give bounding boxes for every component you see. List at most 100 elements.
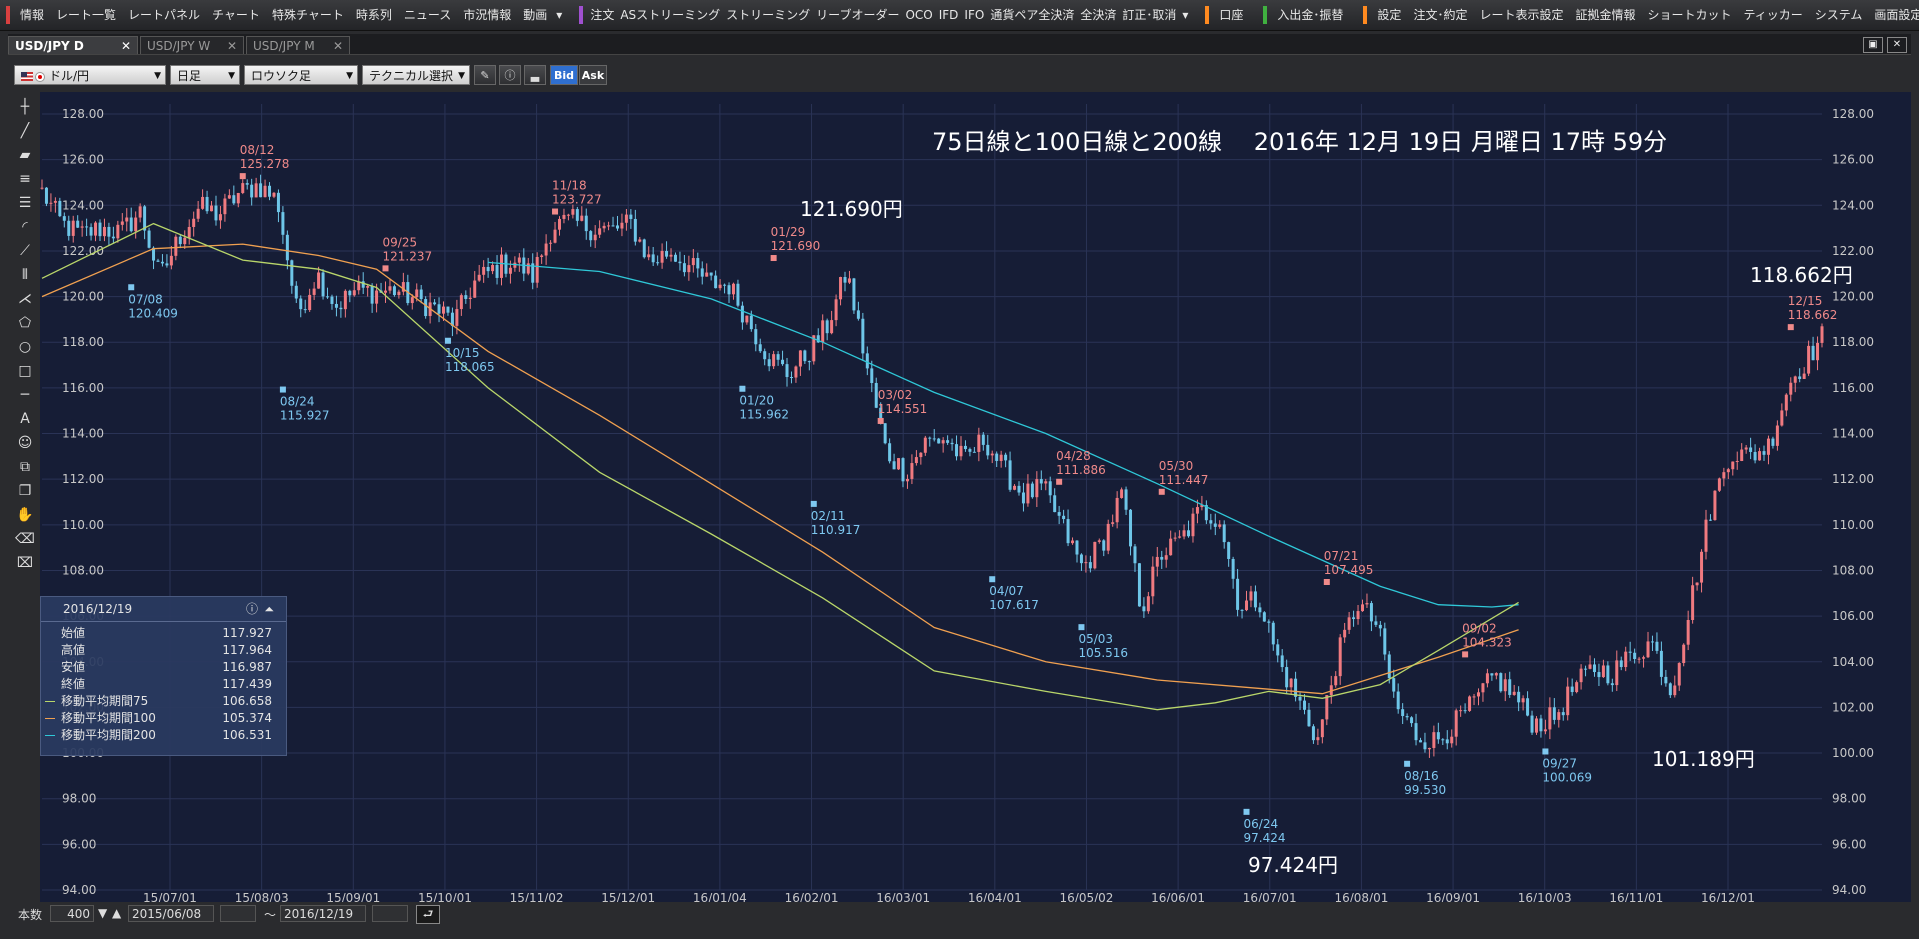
menu-item[interactable]: 注文	[590, 8, 615, 22]
return-icon[interactable]: ⮐	[416, 905, 440, 924]
duplicate-icon[interactable]: ❐	[18, 483, 32, 499]
copy-icon[interactable]: ⧉	[20, 459, 30, 475]
candle-body	[49, 202, 53, 204]
volume-chart-icon[interactable]: ▃	[524, 65, 546, 85]
menu-item[interactable]: ASストリーミング	[620, 8, 721, 22]
tab-usdjpy-weekly[interactable]: USD/JPY W ✕	[140, 36, 244, 54]
crosshair-icon[interactable]: ┼	[20, 99, 30, 115]
menu-item[interactable]: 証拠金情報	[1575, 8, 1636, 22]
pitchfork-icon[interactable]: ⋌	[18, 291, 32, 307]
menu-item[interactable]: 特殊チャート	[271, 8, 344, 22]
pentagon-icon[interactable]: ⬠	[18, 315, 32, 331]
candle-body	[901, 458, 905, 482]
decrement-icon[interactable]: ▼	[98, 906, 108, 920]
gann-fan-icon[interactable]: ⟋	[20, 243, 30, 259]
horizontal-line-icon[interactable]: ─	[20, 387, 30, 403]
close-icon[interactable]: ✕	[226, 39, 237, 53]
candle-body	[98, 222, 102, 237]
menu-item[interactable]: 訂正･取消	[1122, 8, 1177, 22]
maximize-icon[interactable]: ▣	[1863, 37, 1883, 53]
info-icon[interactable]: ⓘ	[499, 65, 521, 85]
menu-item[interactable]: 口座	[1219, 8, 1244, 22]
menu-item[interactable]: 注文･約定	[1413, 8, 1468, 22]
collapse-icon[interactable]: ⏶	[264, 602, 274, 616]
menu-item[interactable]: 時系列	[355, 8, 392, 22]
technical-select[interactable]: テクニカル選択 ▼	[362, 65, 470, 85]
candle-body	[1771, 438, 1775, 446]
menu-item[interactable]: 通貨ペア全決済	[990, 8, 1075, 22]
pen-icon[interactable]: ✎	[474, 65, 496, 85]
menu-item[interactable]: レートパネル	[128, 8, 201, 22]
candle-body	[1209, 520, 1213, 524]
info-icon[interactable]: ⓘ	[245, 602, 258, 616]
menu-item[interactable]: OCO	[905, 8, 933, 22]
candle-body	[236, 192, 240, 204]
high-label: 114.551	[878, 402, 928, 416]
chevron-down-icon[interactable]: ▾	[556, 8, 563, 22]
menu-item[interactable]: ショートカット	[1647, 8, 1732, 22]
close-icon[interactable]: ✕	[1887, 37, 1907, 53]
menu-item[interactable]: レート表示設定	[1479, 8, 1564, 22]
chevron-down-icon[interactable]: ▾	[1182, 8, 1189, 22]
from-time-field[interactable]	[220, 905, 256, 922]
from-date-field[interactable]: 2015/06/08	[128, 905, 214, 922]
candle-body	[794, 366, 798, 378]
menu-item[interactable]: リーブオーダー	[816, 8, 900, 22]
increment-icon[interactable]: ▲	[112, 906, 122, 920]
low-label: 107.617	[989, 598, 1039, 612]
ruler-icon[interactable]: ▰	[19, 147, 31, 163]
currency-pair-select[interactable]: ドル/円 ▼	[14, 65, 166, 85]
menu-item[interactable]: レート一覧	[56, 8, 117, 22]
menu-item[interactable]: 全決済	[1080, 8, 1117, 22]
bar-count-input[interactable]: 400	[50, 905, 94, 922]
hand-icon[interactable]: ✋	[16, 507, 34, 523]
menu-item[interactable]: IFD	[938, 8, 959, 22]
menu-item[interactable]: チャート	[212, 8, 260, 22]
menu-item[interactable]: IFO	[964, 8, 985, 22]
menu-item[interactable]: 設定	[1377, 8, 1402, 22]
chart-type-select[interactable]: ロウソク足 ▼	[244, 65, 358, 85]
close-icon[interactable]: ✕	[120, 39, 131, 53]
tab-usdjpy-monthly[interactable]: USD/JPY M ✕	[246, 36, 350, 54]
candlestick-chart[interactable]: 94.00 94.00 96.00 96.00 98.00 98.00 100.00 100.…	[40, 92, 1911, 902]
menu-item[interactable]: 市況情報	[463, 8, 512, 22]
candle-body	[1539, 718, 1543, 732]
menu-item[interactable]: ティッカー	[1743, 8, 1803, 22]
menu-item[interactable]: 情報	[20, 8, 45, 22]
tab-usdjpy-daily[interactable]: USD/JPY D ✕	[8, 36, 138, 54]
close-icon[interactable]: ✕	[332, 39, 343, 53]
high-label: 125.278	[240, 157, 290, 171]
parallel-lines-icon[interactable]: ≡	[19, 171, 31, 187]
menu-item[interactable]: ストリーミング	[726, 8, 811, 22]
candle-body	[1191, 513, 1195, 537]
candle-body	[955, 444, 959, 457]
menu-item[interactable]: 画面設定	[1874, 8, 1919, 22]
circle-icon[interactable]: ○	[18, 339, 32, 355]
candle-body	[384, 290, 388, 293]
low-marker	[279, 386, 286, 393]
candle-body	[691, 258, 695, 266]
menu-item[interactable]: ニュース	[403, 8, 452, 22]
trendline-icon[interactable]: ╱	[20, 123, 30, 139]
menu-item[interactable]: システム	[1814, 8, 1863, 22]
eraser-icon[interactable]: ⌫	[15, 531, 35, 547]
candle-body	[152, 247, 156, 261]
eraser-all-icon[interactable]: ⌧	[16, 555, 34, 571]
ask-button[interactable]: Ask	[579, 65, 607, 85]
info-row: 終値 117.439	[41, 676, 286, 693]
to-date-field[interactable]: 2016/12/19	[280, 905, 366, 922]
stamp-icon[interactable]: ☺	[17, 435, 33, 451]
candle-body	[825, 320, 829, 334]
bid-button[interactable]: Bid	[550, 65, 578, 85]
timeframe-select[interactable]: 日足 ▼	[170, 65, 240, 85]
candle-body	[678, 261, 682, 264]
to-time-field[interactable]	[372, 905, 408, 922]
rectangle-icon[interactable]: □	[18, 363, 32, 379]
fibonacci-icon[interactable]: ☰	[18, 195, 32, 211]
fan-icon[interactable]: ◜	[22, 219, 28, 235]
menu-item[interactable]: 動画	[523, 8, 548, 22]
cycle-lines-icon[interactable]: ⦀	[21, 267, 29, 283]
candle-body	[89, 227, 93, 236]
menu-item[interactable]: 入出金･振替	[1277, 8, 1344, 22]
text-icon[interactable]: A	[20, 411, 30, 427]
